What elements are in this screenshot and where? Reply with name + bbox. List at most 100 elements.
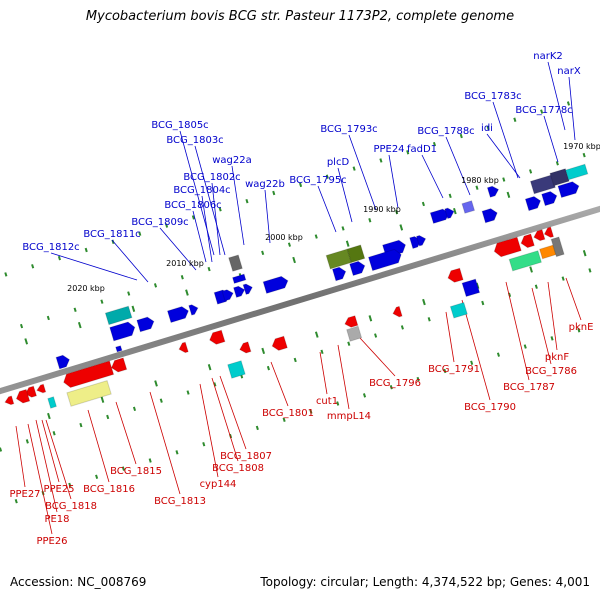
leader-line: [531, 287, 552, 365]
leader-line: [388, 154, 399, 209]
lane-tick: [421, 201, 425, 207]
backbone-bar: [0, 205, 600, 395]
lane-tick: [132, 406, 137, 412]
leader-line: [35, 419, 58, 513]
gene-arrow: [444, 207, 455, 220]
lane-tick: [106, 414, 110, 420]
scale-tick: [24, 338, 29, 345]
gene-arrow: [239, 341, 252, 354]
lane-tick: [540, 109, 544, 114]
gene-arrow: [55, 354, 71, 370]
lane-tick: [79, 422, 83, 428]
gene-arrow: [178, 341, 189, 354]
lane-tick: [0, 447, 3, 452]
gene-label-reverse: BCG_1808: [212, 463, 264, 474]
gene-arrow: [15, 388, 31, 404]
gene-arrow: [541, 190, 558, 207]
lane-tick: [362, 393, 367, 398]
leader-line: [421, 154, 444, 199]
scale-tick: [185, 289, 189, 296]
gene-arrow: [349, 260, 366, 277]
gene-arrow: [36, 383, 47, 394]
leader-line: [45, 419, 72, 500]
leader-line: [219, 375, 247, 450]
leader-line: [565, 277, 582, 321]
lane-tick: [159, 398, 163, 403]
lane-tick: [400, 325, 404, 330]
leader-line: [87, 409, 110, 483]
gene-label-forward: PPE24: [373, 144, 404, 155]
gene-features: [4, 163, 589, 409]
leader-line: [159, 227, 197, 271]
gene-label-reverse: BCG_1807: [220, 451, 272, 462]
leader-line: [543, 115, 559, 163]
leader-line: [211, 182, 221, 256]
gene-label-forward: BCG_1802c: [183, 172, 240, 183]
lane-tick: [127, 291, 131, 296]
gene-arrow: [557, 181, 580, 199]
scale-tick: [292, 256, 296, 264]
lane-tick: [180, 275, 184, 280]
lane-tick: [555, 161, 559, 166]
gene-label-reverse: cyp144: [200, 479, 237, 490]
gene-label-reverse: BCG_1818: [45, 501, 97, 512]
gene-arrow: [4, 395, 15, 406]
lane-tick: [534, 284, 538, 289]
scale-label: 2000 kbp: [265, 233, 303, 242]
gene-label-forward: BCG_1793c: [320, 124, 377, 135]
gene-arrow: [508, 250, 543, 272]
lane-tick: [577, 328, 581, 333]
gene-label-reverse: BCG_1815: [110, 466, 162, 477]
leader-line: [264, 189, 271, 244]
lane-tick: [25, 439, 29, 444]
lane-tick: [218, 207, 222, 212]
leader-line: [445, 311, 455, 363]
gene-label-forward: narK2: [533, 51, 563, 62]
gene-arrow: [524, 195, 542, 212]
lane-tick: [191, 215, 195, 220]
leader-line: [319, 351, 328, 395]
lane-tick: [416, 376, 420, 382]
gene-label-reverse: BCG_1787: [503, 382, 555, 393]
gene-arrow: [549, 168, 570, 187]
leader-line: [348, 134, 377, 211]
lane-tick: [459, 133, 463, 139]
gene-arrow: [550, 236, 565, 258]
lane-tick: [213, 382, 217, 387]
gene-arrow: [461, 200, 476, 214]
gene-label-reverse: PPE25: [43, 484, 74, 495]
gene-arrow: [104, 305, 133, 326]
leader-line: [486, 133, 521, 179]
lane-tick: [427, 317, 431, 322]
scale-label: 1990 kbp: [363, 205, 401, 214]
lane-tick: [73, 307, 77, 313]
gene-arrow: [346, 244, 366, 264]
lane-tick: [325, 174, 329, 179]
gene-label-forward: BCG_1806c: [164, 200, 221, 211]
gene-label-reverse: BCG_1790: [464, 402, 516, 413]
lane-tick: [245, 198, 249, 204]
scale-labels: 1970 kbp 1980 kbp 1990 kbp 2000 kbp 2010 kbp…: [67, 142, 600, 293]
lane-tick: [336, 401, 340, 406]
lane-tick: [14, 498, 18, 504]
scale-tick: [261, 347, 266, 355]
lane-tick: [272, 190, 276, 196]
scale-tick: [506, 191, 511, 199]
gene-label-reverse: BCG_1786: [525, 366, 577, 377]
leader-line: [27, 423, 53, 535]
gene-arrow: [367, 248, 402, 272]
scale-tick: [154, 380, 158, 387]
lane-tick: [320, 349, 324, 355]
gene-label-reverse: BCG_1801: [262, 408, 314, 419]
lane-tick: [121, 466, 125, 471]
gene-label-forward: BCG_1783c: [464, 91, 521, 102]
lane-tick: [523, 344, 527, 349]
gene-label-forward: fadD1: [407, 144, 437, 155]
leader-line: [41, 419, 60, 483]
leader-line: [359, 337, 396, 377]
leader-line: [115, 401, 137, 465]
gene-arrow: [344, 315, 359, 328]
lane-tick: [406, 150, 410, 155]
gene-label-forward: narX: [557, 66, 581, 77]
leader-line: [149, 391, 181, 495]
